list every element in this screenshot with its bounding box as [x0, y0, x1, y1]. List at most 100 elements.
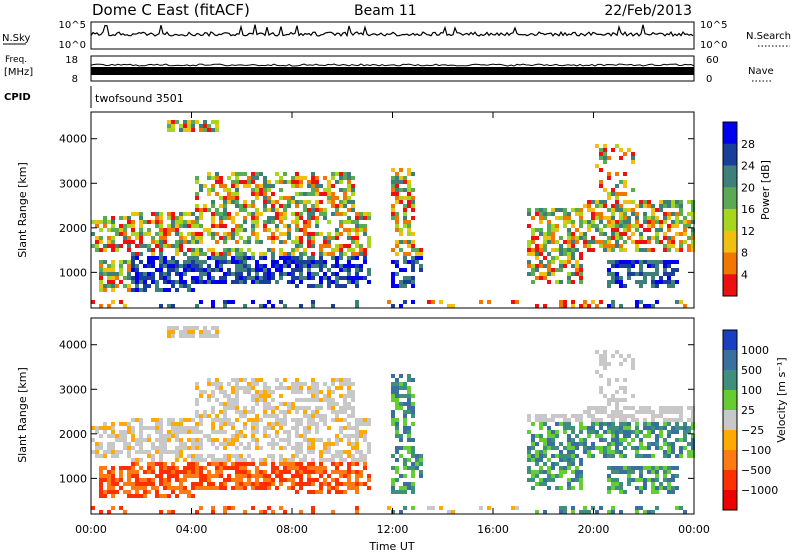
power-cell [299, 280, 303, 284]
power-cell [611, 204, 615, 208]
power-cell [287, 232, 291, 236]
power-cell [303, 252, 307, 256]
velocity-cell [407, 410, 411, 414]
power-cell [103, 288, 107, 292]
velocity-cell [275, 386, 279, 390]
power-cell [651, 220, 655, 224]
velocity-cell [591, 430, 595, 434]
velocity-cell [555, 414, 559, 418]
power-cell [639, 204, 643, 208]
power-cell [319, 244, 323, 248]
power-cell [347, 236, 351, 240]
velocity-cell [643, 418, 647, 422]
power-cell [175, 120, 179, 124]
power-cell [531, 280, 535, 284]
power-cell [195, 260, 199, 264]
power-cell [419, 248, 423, 252]
velocity-cell [315, 394, 319, 398]
power-cell [527, 264, 531, 268]
power-cell [267, 200, 271, 204]
velocity-cell [195, 426, 199, 430]
velocity-cell [219, 402, 223, 406]
velocity-cell [291, 458, 295, 462]
power-cell [279, 248, 283, 252]
power-cell [615, 244, 619, 248]
velocity-cell [547, 458, 551, 462]
power-cell [127, 284, 131, 288]
power-cell [263, 196, 267, 200]
velocity-cell [691, 414, 695, 418]
power-cell [319, 248, 323, 252]
velocity-cell [267, 434, 271, 438]
velocity-cell [399, 446, 403, 450]
velocity-cell [655, 478, 659, 482]
power-cell [623, 184, 627, 188]
power-cell [163, 244, 167, 248]
power-cell [555, 208, 559, 212]
power-cell [115, 276, 119, 280]
power-cell [191, 224, 195, 228]
velocity-cell [263, 430, 267, 434]
power-cell [155, 224, 159, 228]
velocity-cell [647, 434, 651, 438]
power-cell [571, 280, 575, 284]
power-cell [119, 232, 123, 236]
power-cell [407, 244, 411, 248]
velocity-colorbar-swatch [723, 490, 737, 511]
velocity-cell [119, 422, 123, 426]
power-cell [307, 224, 311, 228]
velocity-cell [131, 430, 135, 434]
power-cell [327, 240, 331, 244]
velocity-cell [647, 406, 651, 410]
velocity-cell [275, 466, 279, 470]
power-cell [683, 220, 687, 224]
velocity-cell [119, 430, 123, 434]
power-cell [547, 224, 551, 228]
freq-band [91, 67, 694, 75]
power-cell [283, 240, 287, 244]
velocity-cell [187, 494, 191, 498]
velocity-cell [651, 490, 655, 494]
power-cell [407, 180, 411, 184]
power-cell [331, 272, 335, 276]
power-cell [223, 200, 227, 204]
velocity-cell [571, 510, 575, 514]
velocity-cell [267, 474, 271, 478]
velocity-cell [139, 486, 143, 490]
power-cell [667, 200, 671, 204]
power-cell [331, 256, 335, 260]
velocity-cell [255, 398, 259, 402]
velocity-cell [171, 510, 175, 514]
power-cell [599, 212, 603, 216]
velocity-cell [307, 422, 311, 426]
power-cell [391, 176, 395, 180]
power-cell [299, 200, 303, 204]
power-cell [691, 240, 695, 244]
power-cell [403, 204, 407, 208]
velocity-cell [535, 462, 539, 466]
power-cell [343, 244, 347, 248]
velocity-cell [199, 446, 203, 450]
power-cell [563, 248, 567, 252]
velocity-cell [163, 442, 167, 446]
power-cell [239, 276, 243, 280]
velocity-cell [543, 462, 547, 466]
velocity-cell [619, 510, 623, 514]
power-cell [223, 236, 227, 240]
velocity-cell [611, 418, 615, 422]
velocity-cell [219, 442, 223, 446]
power-cell [627, 216, 631, 220]
power-cell [347, 256, 351, 260]
power-cell [351, 184, 355, 188]
velocity-cell [275, 442, 279, 446]
velocity-cell [211, 410, 215, 414]
velocity-cell [239, 442, 243, 446]
velocity-cell [691, 446, 695, 450]
velocity-cell [659, 434, 663, 438]
velocity-cell [627, 482, 631, 486]
velocity-cell [187, 454, 191, 458]
power-cell [163, 272, 167, 276]
velocity-cell [411, 422, 415, 426]
velocity-cell [191, 330, 195, 334]
velocity-cell [599, 446, 603, 450]
